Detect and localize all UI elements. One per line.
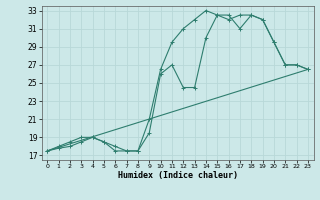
X-axis label: Humidex (Indice chaleur): Humidex (Indice chaleur) xyxy=(118,171,237,180)
